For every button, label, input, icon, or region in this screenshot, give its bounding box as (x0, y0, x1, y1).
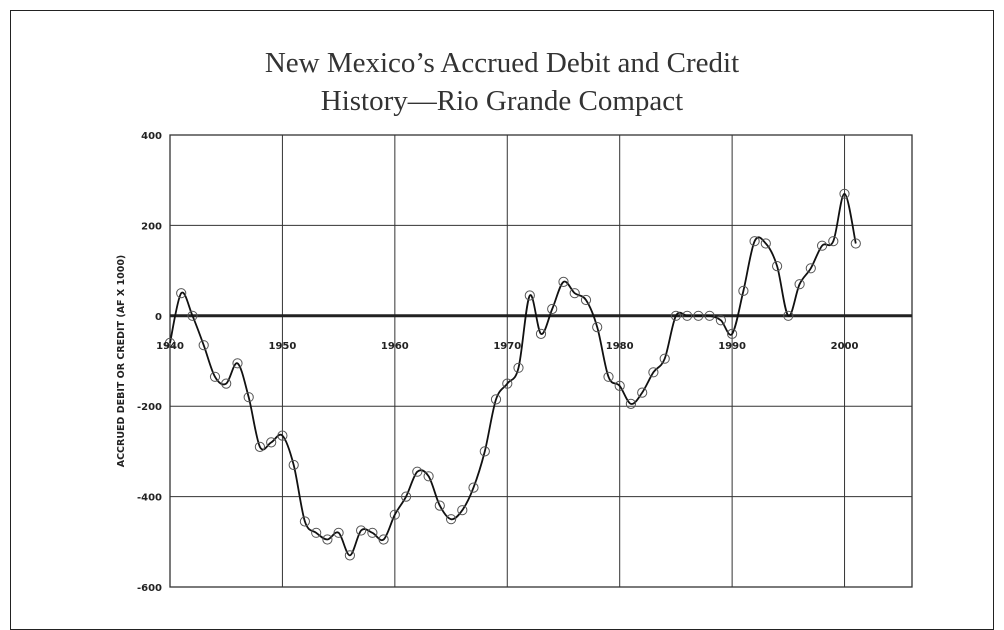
data-point (333, 527, 344, 538)
data-point (412, 466, 423, 477)
data-point (805, 263, 816, 274)
series-layer (164, 188, 861, 561)
data-point (468, 482, 479, 493)
data-point (670, 310, 682, 321)
data-point (580, 294, 592, 306)
data-point (266, 437, 277, 448)
y-tick-label: 200 (141, 221, 162, 232)
data-point (828, 236, 839, 247)
data-point (850, 238, 861, 249)
data-point (209, 371, 221, 382)
y-tick-label: 0 (155, 312, 162, 323)
data-point (648, 367, 659, 378)
data-point (176, 288, 187, 299)
data-point (794, 279, 805, 290)
x-tick-label: 1960 (381, 341, 409, 352)
data-point (727, 328, 738, 339)
data-point (490, 394, 502, 405)
x-tick-label: 2000 (831, 341, 859, 352)
data-point (389, 509, 400, 520)
data-point (625, 398, 637, 409)
data-point (839, 188, 850, 199)
data-point (693, 310, 704, 321)
data-point (513, 362, 524, 373)
data-point (277, 430, 288, 441)
plot-area (169, 134, 913, 588)
chart-title-line-1: New Mexico’s Accrued Debit and Credit (264, 47, 740, 79)
x-tick-label: 1970 (493, 341, 521, 352)
gridlines (170, 135, 912, 587)
x-tick-label: 1990 (718, 341, 746, 352)
data-point (547, 303, 558, 315)
data-point (356, 525, 367, 536)
data-point (614, 380, 625, 391)
y-axis-title: ACCRUED DEBIT OR CREDIT (AF X 1000) (116, 255, 127, 468)
data-point (232, 358, 243, 369)
data-point (401, 491, 412, 502)
data-point (243, 392, 254, 403)
data-point (322, 534, 333, 545)
data-point (299, 516, 310, 527)
data-point (558, 276, 569, 287)
data-point (221, 378, 232, 389)
data-point (817, 240, 828, 251)
data-point (479, 446, 490, 457)
data-point (592, 322, 603, 333)
data-point (367, 527, 378, 538)
data-point (535, 328, 547, 339)
data-point (288, 459, 299, 471)
data-point (446, 514, 457, 525)
y-tick-label: 400 (141, 131, 162, 142)
data-point (254, 441, 265, 452)
data-point (659, 353, 670, 364)
y-tick-label: -400 (137, 493, 162, 504)
chart-title: New Mexico’s Accrued Debit and Credit Hi… (0, 44, 1004, 120)
data-point (378, 534, 389, 545)
data-point (738, 285, 749, 296)
data-point (637, 387, 648, 398)
data-point (344, 550, 355, 561)
x-tick-label: 1940 (156, 341, 184, 352)
x-tick-label: 1950 (269, 341, 297, 352)
data-point (434, 500, 445, 511)
data-point (311, 527, 322, 538)
data-point (198, 340, 209, 351)
data-point (772, 261, 783, 272)
data-point (457, 505, 468, 516)
data-point (187, 310, 198, 321)
data-point (749, 236, 760, 247)
data-point (783, 310, 794, 321)
data-point (682, 310, 693, 321)
y-tick-label: -200 (137, 402, 162, 413)
data-point (423, 471, 434, 482)
chart-title-line-2: History—Rio Grande Compact (320, 85, 684, 117)
data-point (603, 371, 614, 382)
data-point (704, 310, 715, 321)
data-point (164, 337, 176, 348)
x-tick-label: 1980 (606, 341, 634, 352)
data-point (760, 238, 771, 249)
y-tick-label: -600 (137, 583, 162, 594)
data-point (502, 378, 513, 389)
data-point (569, 288, 580, 299)
data-point (524, 290, 535, 301)
series-line (169, 192, 857, 557)
data-point (715, 315, 727, 326)
